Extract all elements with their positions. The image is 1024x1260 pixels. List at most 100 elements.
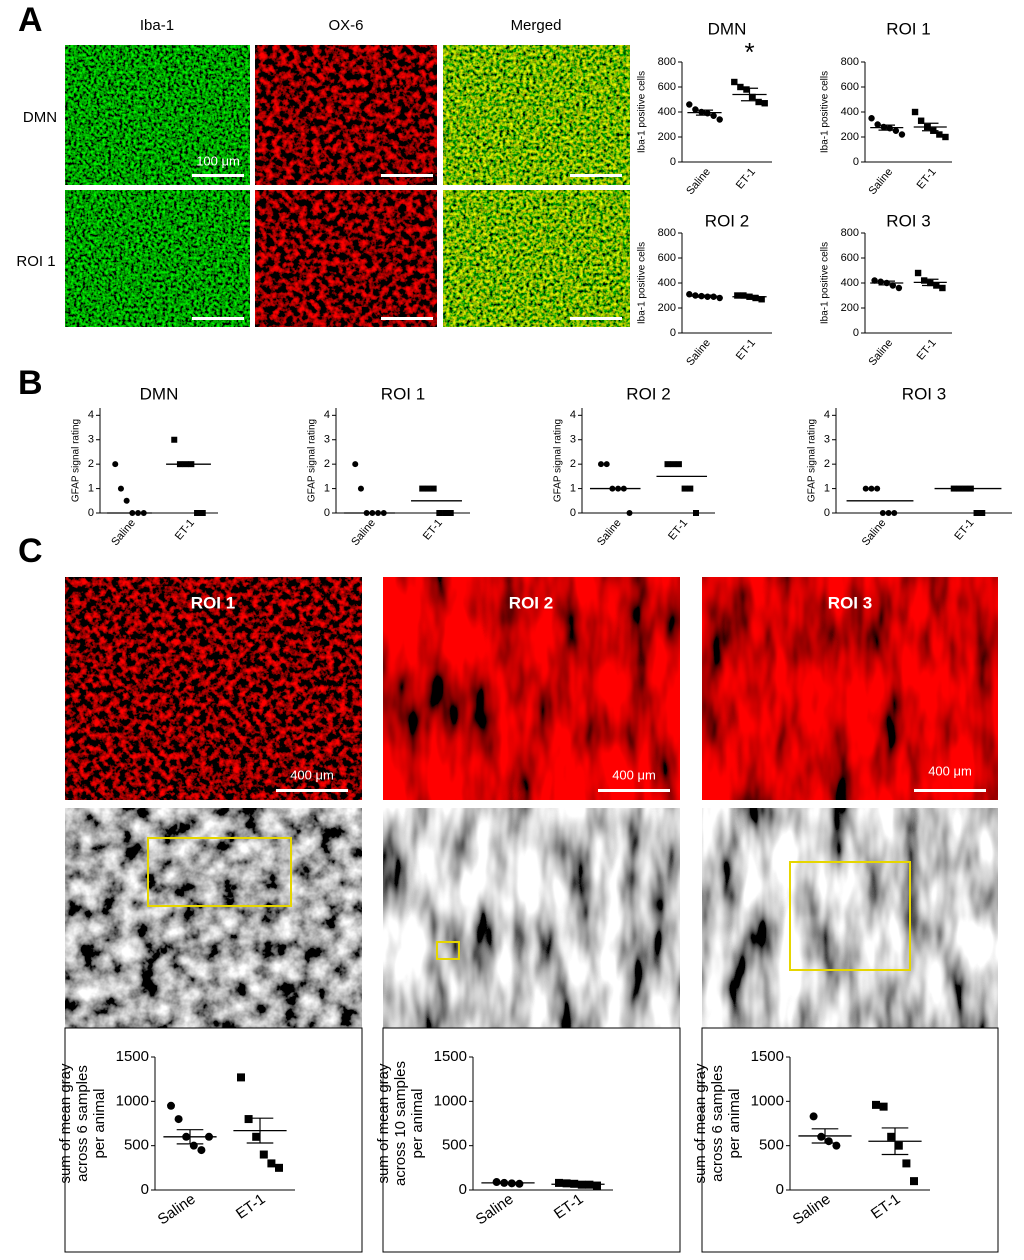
data-point [692, 106, 699, 113]
y-tick-label: 400 [841, 277, 859, 289]
data-point [664, 461, 671, 468]
data-point [979, 510, 986, 516]
y-tick-label: 2 [570, 458, 576, 470]
chart-title: ROI 2 [626, 384, 670, 403]
y-tick-label: 0 [88, 507, 94, 519]
image-label: ROI 2 [509, 593, 553, 612]
image-label: ROI 1 [191, 593, 235, 612]
data-point [593, 1181, 601, 1190]
scale-bar-label: 100 μm [196, 153, 240, 168]
data-point [436, 510, 443, 516]
data-point [902, 1159, 911, 1168]
data-point [710, 112, 717, 119]
scale-bar [570, 174, 622, 177]
micrograph [383, 808, 680, 1028]
x-tick-label: ET-1 [421, 517, 445, 543]
x-tick-label: ET-1 [734, 166, 758, 192]
y-tick-label: 1000 [116, 1092, 149, 1109]
x-tick-label: Saline [684, 166, 713, 197]
data-point [734, 292, 741, 299]
x-tick-label: ET-1 [666, 517, 690, 543]
y-axis-label: Iba-1 positive cells [820, 71, 831, 153]
image-label: ROI 3 [828, 593, 872, 612]
scale-bar [381, 174, 433, 177]
data-point [898, 131, 906, 138]
scale-bar-label: 400 μm [290, 767, 334, 782]
panel-label: A [18, 1, 43, 39]
y-tick-label: 0 [459, 1181, 467, 1198]
data-point [275, 1163, 283, 1172]
x-tick-label: ET-1 [173, 517, 197, 543]
y-tick-label: 4 [824, 409, 830, 421]
data-point [244, 1115, 253, 1124]
data-point [603, 461, 610, 468]
y-axis-label: per animal [91, 1088, 108, 1158]
y-tick-label: 500 [759, 1137, 784, 1154]
roi-box [436, 941, 460, 960]
chart-frame [64, 1027, 363, 1253]
data-point [259, 1150, 268, 1159]
data-point [447, 510, 454, 516]
data-point [252, 1132, 261, 1141]
error-bar [881, 1127, 909, 1156]
y-axis-label: Iba-1 positive cells [637, 242, 648, 324]
y-tick-label: 0 [853, 156, 859, 168]
y-tick-label: 1500 [116, 1048, 149, 1065]
data-point [237, 1073, 245, 1082]
x-tick-label: Saline [155, 1191, 199, 1229]
y-tick-label: 1 [324, 482, 330, 494]
data-point [197, 1146, 206, 1155]
data-point [598, 461, 604, 468]
error-bar [878, 124, 896, 131]
data-point [832, 1141, 841, 1150]
y-tick-label: 200 [658, 302, 676, 314]
x-tick-label: Saline [684, 337, 713, 368]
error-bar [564, 1183, 592, 1186]
column-label: Merged [511, 17, 562, 34]
y-tick-label: 1 [570, 482, 576, 494]
y-tick-label: 400 [658, 106, 676, 118]
y-tick-label: 600 [658, 81, 676, 93]
data-point [868, 485, 875, 492]
chart-frame [701, 1027, 999, 1253]
y-axis-label: sum of mean gray [692, 1063, 709, 1184]
data-point [749, 93, 756, 101]
data-point [686, 101, 693, 108]
data-point [419, 485, 426, 492]
error-bar [695, 294, 714, 298]
x-tick-label: ET-1 [915, 166, 939, 192]
data-point [871, 277, 878, 284]
y-tick-label: 500 [442, 1137, 467, 1154]
scale-bar [598, 789, 670, 792]
x-tick-label: ET-1 [551, 1191, 587, 1223]
data-point [895, 284, 903, 292]
y-tick-label: 200 [841, 302, 859, 314]
chart-title: ROI 1 [381, 384, 425, 403]
y-tick-label: 4 [324, 409, 330, 421]
data-point [174, 1115, 183, 1124]
y-axis-label: across 10 samples [392, 1061, 409, 1186]
error-bar [246, 1117, 274, 1144]
y-tick-label: 400 [841, 106, 859, 118]
micrograph [443, 190, 630, 327]
y-tick-label: 1 [824, 482, 830, 494]
x-tick-label: ET-1 [952, 517, 976, 543]
data-point [731, 78, 738, 86]
data-point [910, 1177, 918, 1186]
y-tick-label: 0 [570, 507, 576, 519]
micrograph [65, 808, 362, 1028]
data-point [911, 108, 919, 116]
error-bar [921, 278, 939, 287]
data-point [868, 115, 875, 122]
chart-title: ROI 1 [886, 19, 930, 38]
row-label: ROI 1 [16, 253, 55, 270]
chart-title: DMN [140, 384, 179, 403]
data-point [879, 1102, 888, 1111]
x-tick-label: Saline [349, 517, 378, 548]
error-bar [740, 294, 759, 299]
data-point [917, 117, 925, 124]
y-tick-label: 800 [658, 56, 676, 68]
error-bar [878, 280, 896, 286]
data-point [889, 282, 897, 289]
error-bar [921, 122, 939, 132]
